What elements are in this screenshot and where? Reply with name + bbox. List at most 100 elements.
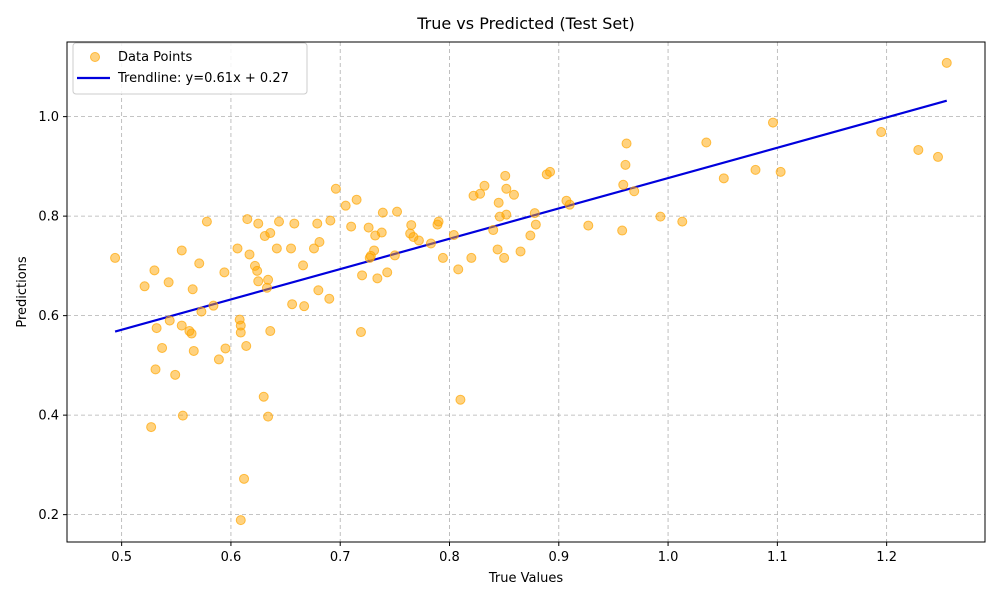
x-tick-label: 0.5 (111, 550, 132, 565)
data-point (220, 343, 231, 354)
data-point (433, 216, 444, 227)
data-point (501, 183, 512, 194)
data-point (701, 137, 712, 148)
data-point (621, 138, 632, 149)
data-point (618, 179, 629, 190)
data-point (363, 222, 374, 233)
data-point (448, 230, 459, 241)
data-point (265, 228, 276, 239)
data-point (466, 252, 477, 263)
data-point (545, 166, 556, 177)
legend-box (72, 42, 308, 95)
data-point (355, 327, 366, 338)
x-axis-label: True Values (488, 571, 563, 586)
data-point (330, 183, 341, 194)
x-tick-label: 0.8 (439, 550, 460, 565)
data-point (312, 218, 323, 229)
data-point (346, 221, 357, 232)
data-point (617, 225, 628, 236)
data-point (475, 188, 486, 199)
data-point (263, 274, 274, 285)
data-point (314, 237, 325, 247)
x-tick-label: 1.0 (658, 550, 679, 565)
data-point (718, 173, 729, 184)
data-point (655, 211, 666, 222)
data-point (139, 281, 150, 292)
data-point (253, 276, 264, 287)
y-axis-label: Predictions (15, 256, 30, 328)
data-point (620, 159, 631, 170)
y-tick-label: 0.2 (38, 508, 59, 523)
data-point (913, 144, 924, 155)
data-point (187, 284, 198, 295)
data-point (392, 206, 403, 217)
data-point (324, 293, 335, 304)
y-tick-label: 0.6 (38, 309, 59, 324)
data-point (298, 260, 309, 271)
data-point (493, 197, 504, 208)
data-point (149, 265, 160, 276)
data-point (196, 306, 207, 317)
data-point (201, 216, 212, 227)
data-point (239, 473, 250, 484)
data-point (271, 243, 282, 254)
data-point (186, 328, 197, 339)
data-point (677, 216, 688, 227)
data-point (340, 200, 351, 211)
y-tick-label: 0.4 (38, 409, 59, 424)
data-point (151, 323, 162, 334)
data-point (629, 186, 640, 197)
data-point (164, 315, 175, 326)
data-point (289, 218, 300, 229)
data-point (351, 194, 362, 205)
y-tick-label: 1.0 (38, 110, 59, 125)
data-point (235, 327, 246, 338)
data-point (750, 164, 761, 175)
y-tick-label: 0.8 (38, 210, 59, 225)
data-point (177, 410, 188, 421)
legend-marker-data-points (90, 52, 100, 62)
data-point (372, 273, 383, 284)
data-point (258, 391, 269, 402)
plot-area-frame (66, 41, 986, 543)
data-point (389, 250, 400, 261)
legend: Data Points Trendline: y=0.61x + 0.27 (72, 42, 308, 95)
data-point (501, 209, 512, 220)
data-point (213, 354, 224, 365)
data-point (941, 57, 952, 68)
data-point (110, 252, 121, 263)
data-point (529, 208, 540, 219)
grid (67, 42, 985, 542)
data-point (515, 246, 526, 257)
data-point (146, 422, 157, 433)
data-point (775, 166, 786, 177)
data-point (369, 245, 380, 256)
data-point (313, 285, 324, 296)
x-tick-label: 0.9 (548, 550, 569, 565)
data-point (583, 220, 594, 231)
data-point (176, 320, 187, 331)
data-points-layer (110, 57, 952, 526)
data-point (492, 244, 503, 255)
data-point (453, 264, 464, 275)
y-axis-ticks: 0.2 0.4 0.6 0.8 1.0 (38, 110, 67, 523)
data-point (170, 369, 181, 380)
data-point (299, 301, 310, 312)
data-point (150, 364, 161, 375)
legend-label-trendline: Trendline: y=0.61x + 0.27 (117, 71, 289, 86)
data-point (499, 252, 510, 263)
data-point (500, 170, 511, 181)
data-point (265, 326, 276, 337)
data-point (357, 270, 368, 281)
data-point (235, 515, 246, 526)
data-point (308, 243, 319, 254)
data-point (508, 189, 519, 200)
data-point (163, 277, 174, 288)
data-point (274, 216, 285, 227)
data-point (208, 300, 219, 311)
x-tick-label: 0.7 (330, 550, 351, 565)
data-point (244, 249, 255, 260)
data-point (376, 227, 387, 238)
data-point (252, 265, 263, 276)
